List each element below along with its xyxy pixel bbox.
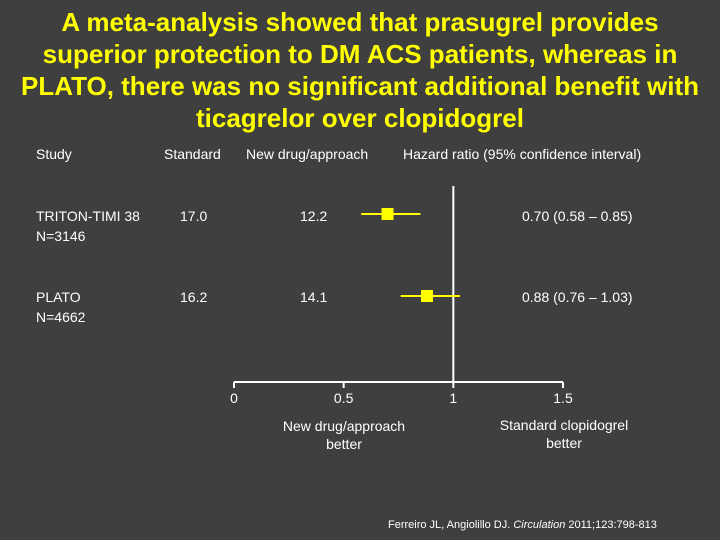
x-tick-label: 1.5 (553, 390, 573, 406)
row-standard-value: 16.2 (180, 289, 208, 305)
header-hazard-ratio: Hazard ratio (95% confidence interval) (403, 146, 642, 162)
note-standard-better: Standard clopidogrel better (499, 417, 629, 451)
header-standard: Standard (164, 146, 221, 162)
row-standard-value: 17.0 (180, 208, 208, 224)
row-hazard-text: 0.88 (0.76 – 1.03) (522, 289, 633, 305)
note-new-drug-better: New drug/approach better (282, 418, 406, 452)
row-new-drug-value: 12.2 (300, 208, 328, 224)
header-study: Study (36, 146, 72, 162)
row-new-drug-value: 14.1 (300, 289, 328, 305)
x-tick-label: 0.5 (334, 390, 354, 406)
x-tick-label: 0 (230, 390, 238, 406)
citation: Ferreiro JL, Angiolillo DJ. Circulation … (388, 519, 657, 531)
slide-title: A meta-analysis showed that prasugrel pr… (21, 7, 699, 133)
row-hazard-text: 0.70 (0.58 – 0.85) (522, 208, 633, 224)
citation-ref: 2011;123:798-813 (568, 519, 657, 531)
hazard-ratio-marker (381, 208, 394, 220)
hazard-ratio-marker (421, 290, 434, 302)
row-study-n: N=4662 (36, 309, 86, 325)
header-new-drug: New drug/approach (246, 146, 369, 162)
citation-authors: Ferreiro JL, Angiolillo DJ. (388, 519, 511, 531)
x-tick-label: 1 (449, 390, 457, 406)
row-study-name: TRITON-TIMI 38 (36, 208, 140, 224)
row-study-name: PLATO (36, 289, 81, 305)
citation-journal: Circulation (513, 519, 566, 531)
row-study-n: N=3146 (36, 228, 86, 244)
